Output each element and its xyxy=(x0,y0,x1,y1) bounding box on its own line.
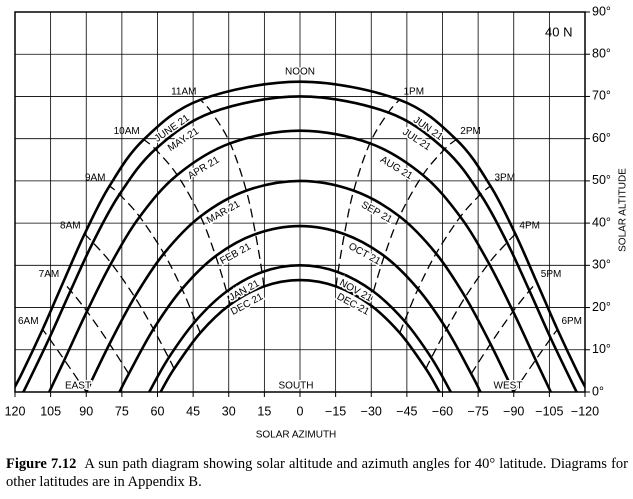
date-line xyxy=(148,264,452,392)
east-label: EAST xyxy=(65,381,91,392)
y-axis-label: SOLAR ALTITUDE xyxy=(618,168,629,252)
hour-line xyxy=(425,233,516,370)
date-label: AUG 21 xyxy=(378,154,415,182)
y-tick-label: 40° xyxy=(592,215,611,229)
date-line xyxy=(15,80,585,390)
curves xyxy=(15,80,585,392)
x-tick-label: −60 xyxy=(432,404,453,418)
x-tick-label: 90 xyxy=(79,404,93,418)
hour-label: 11AM xyxy=(171,86,196,97)
caption-text: A sun path diagram showing solar altitud… xyxy=(6,456,629,490)
hour-label: 5PM xyxy=(541,269,562,280)
x-tick-label: 105 xyxy=(40,404,61,418)
date-label: OCT 21 xyxy=(346,241,382,268)
hour-label: 3PM xyxy=(494,173,515,184)
hour-label: 7AM xyxy=(39,269,60,280)
x-tick-label: −105 xyxy=(535,404,563,418)
y-tick-label: 90° xyxy=(592,4,611,18)
y-tick-label: 10° xyxy=(592,342,611,356)
x-tick-label: 15 xyxy=(257,404,271,418)
hour-label: 1PM xyxy=(404,86,425,97)
x-tick-label: −30 xyxy=(361,404,382,418)
hour-label: 6AM xyxy=(18,316,39,327)
x-tick-label: −75 xyxy=(468,404,489,418)
caption: Figure 7.12 A sun path diagram showing so… xyxy=(6,455,628,491)
x-tick-label: 75 xyxy=(115,404,129,418)
y-tick-label: 50° xyxy=(592,173,611,187)
x-tick-label: 30 xyxy=(222,404,236,418)
date-line xyxy=(48,129,552,392)
y-tick-label: 30° xyxy=(592,258,611,272)
hour-line xyxy=(42,329,87,392)
chart: 40 N SOLAR AZIMUTH SOLAR ALTITUDE 120 105… xyxy=(5,4,629,441)
date-label: MAR 21 xyxy=(205,199,242,226)
x-tick-label: 60 xyxy=(151,404,165,418)
x-tick-label: −45 xyxy=(396,404,417,418)
date-line xyxy=(22,95,578,392)
hour-label: 6PM xyxy=(561,316,582,327)
hour-line xyxy=(109,185,201,334)
south-label: SOUTH xyxy=(279,381,314,392)
date-line xyxy=(85,179,515,392)
y-tick-label: 80° xyxy=(592,47,611,61)
hour-label: 9AM xyxy=(85,173,106,184)
x-axis-label: SOLAR AZIMUTH xyxy=(256,430,337,441)
latitude-label: 40 N xyxy=(545,24,572,39)
west-label: WEST xyxy=(494,381,523,392)
date-label: APR 21 xyxy=(186,154,222,181)
figure-number: Figure 7.12 xyxy=(6,456,77,472)
date-label: FEB 21 xyxy=(218,241,253,267)
y-tick-label: 0° xyxy=(592,384,604,398)
date-line xyxy=(118,224,482,392)
x-tick-label: 45 xyxy=(186,404,200,418)
y-tick-label: 60° xyxy=(592,131,611,145)
noon-label: NOON xyxy=(285,66,315,77)
hour-line xyxy=(84,233,175,370)
x-tick-label: −15 xyxy=(325,404,346,418)
date-label: SEP 21 xyxy=(359,200,394,226)
hour-label: 8AM xyxy=(60,221,81,232)
hour-line xyxy=(513,329,558,392)
y-tick-label: 70° xyxy=(592,89,611,103)
y-tick-label: 20° xyxy=(592,300,611,314)
x-tick-label: 120 xyxy=(5,404,26,418)
hour-label: 2PM xyxy=(460,126,481,137)
hour-label: 10AM xyxy=(114,126,140,137)
x-tick-label: −90 xyxy=(503,404,524,418)
hour-line xyxy=(399,185,491,334)
x-tick-label: −120 xyxy=(571,404,599,418)
date-line xyxy=(159,278,441,392)
hour-label: 4PM xyxy=(519,221,540,232)
x-tick-label: 0 xyxy=(297,404,304,418)
